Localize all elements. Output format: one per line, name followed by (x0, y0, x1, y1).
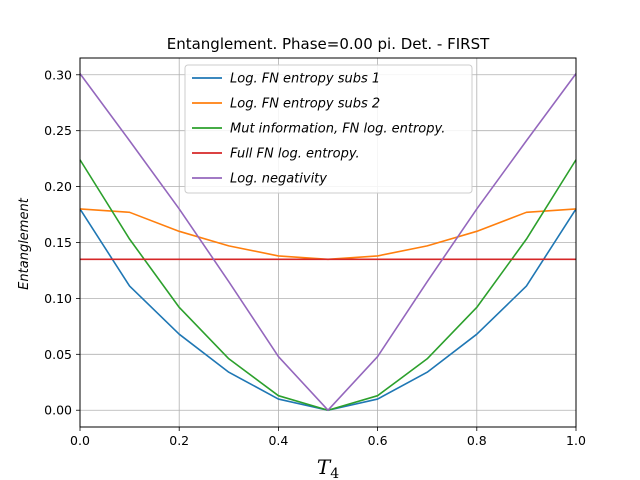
legend-frame (184, 64, 473, 194)
legend-label-3: Full FN log. entropy. (230, 147, 360, 162)
x-axis-label-subscript: 4 (330, 466, 339, 480)
x-tick-label-0: 0.0 (70, 433, 90, 448)
series-lines (79, 73, 577, 412)
y-axis-ticks: 0.00 0.05 0.10 0.15 0.20 0.25 0.30 (44, 67, 80, 418)
x-axis-label-main: T (317, 455, 332, 479)
y-tick-label-1: 0.05 (44, 347, 72, 362)
y-tick-label-5: 0.25 (44, 123, 72, 138)
series-line-2 (79, 159, 577, 412)
y-tick-label-0: 0.00 (44, 403, 72, 418)
y-axis-label: Entanglement (17, 197, 32, 290)
series-line-0 (79, 208, 577, 412)
x-axis-label: T4 (317, 455, 339, 480)
y-tick-label-3: 0.15 (44, 235, 72, 250)
y-tick-label-2: 0.10 (44, 291, 72, 306)
y-tick-label-4: 0.20 (44, 179, 72, 194)
series-line-4 (79, 73, 577, 412)
legend-label-0: Log. FN entropy subs 1 (230, 72, 380, 87)
chart-title: Entanglement. Phase=0.00 pi. Det. - FIRS… (167, 35, 490, 53)
series-line-1 (79, 208, 577, 261)
x-tick-label-1: 0.2 (169, 433, 189, 448)
legend-label-2: Mut information, FN log. entropy. (230, 122, 445, 137)
x-axis-ticks: 0.0 0.2 0.4 0.6 0.8 1.0 (70, 427, 586, 448)
legend-label-1: Log. FN entropy subs 2 (230, 97, 380, 112)
x-tick-label-5: 1.0 (566, 433, 586, 448)
x-tick-label-4: 0.8 (467, 433, 487, 448)
x-tick-label-3: 0.6 (368, 433, 388, 448)
y-tick-label-6: 0.30 (44, 67, 72, 82)
legend: Log. FN entropy subs 1 Log. FN entropy su… (184, 64, 473, 194)
x-tick-label-2: 0.4 (268, 433, 288, 448)
legend-label-4: Log. negativity (230, 172, 327, 187)
